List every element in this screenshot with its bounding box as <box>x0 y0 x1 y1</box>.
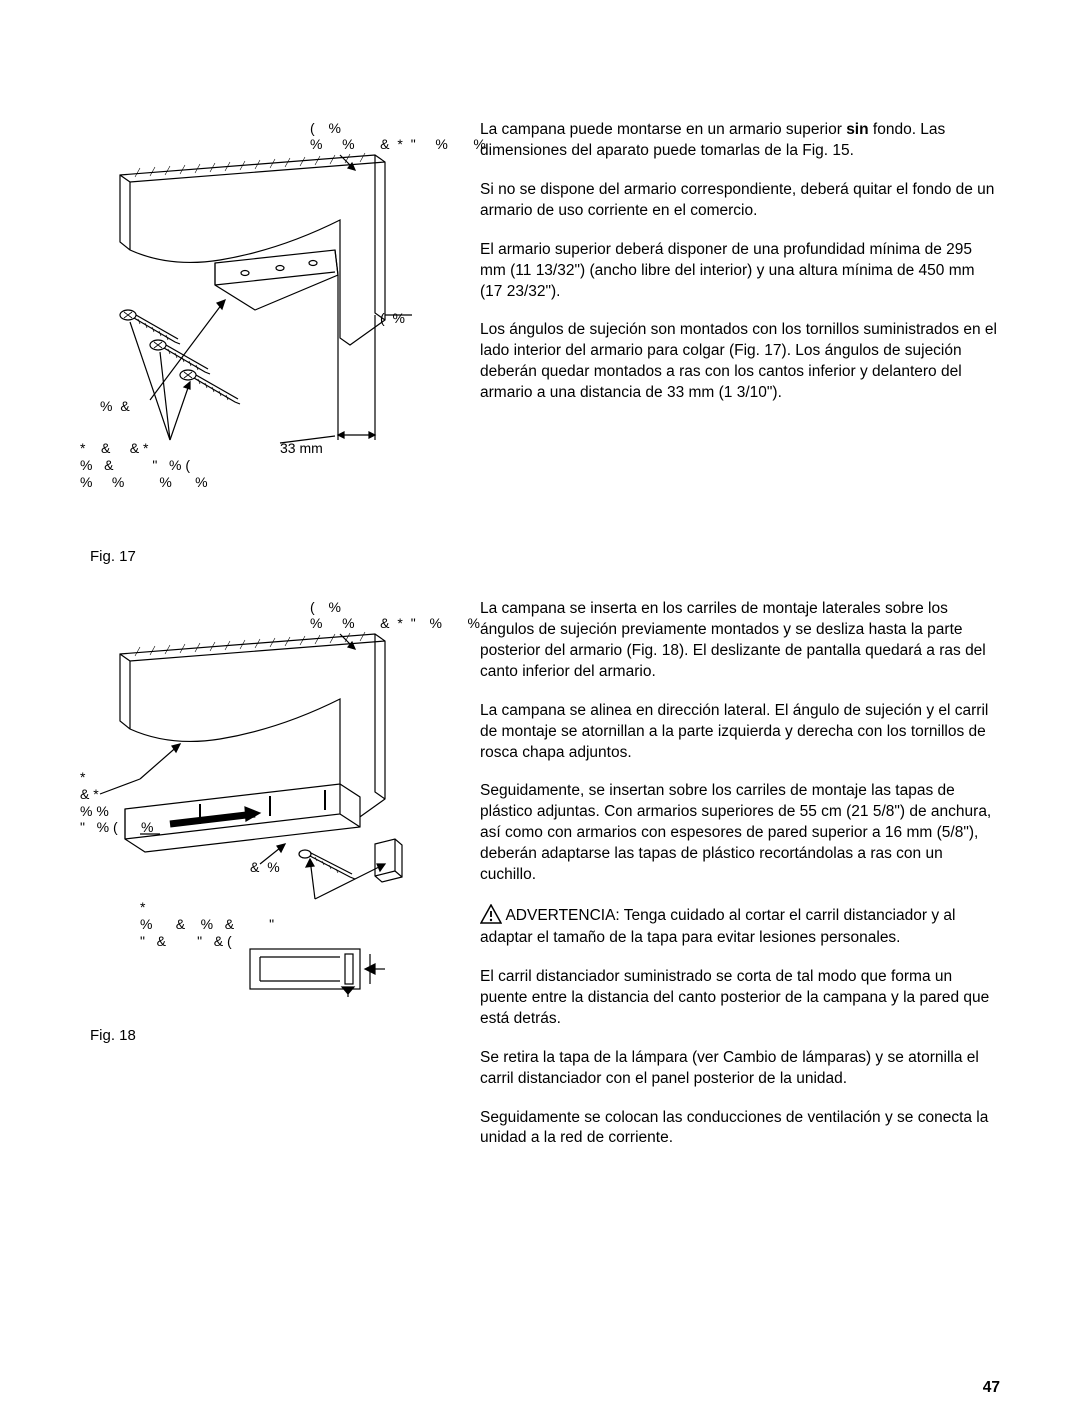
fig17-column: ( % % % & * " % % ( % % & * & & * % & " … <box>80 120 460 589</box>
fig17-annot-bottom: * & & * % & " % ( % % % % <box>80 440 208 490</box>
fig18-annot-top: ( % % % & * " % % <box>310 599 482 631</box>
fig17-annot-left: % & <box>100 398 132 414</box>
text-block-2: La campana se inserta en los carriles de… <box>480 599 1000 1167</box>
fig17-caption: Fig. 17 <box>90 548 460 565</box>
para-11: Seguidamente se colocan las conducciones… <box>480 1108 1000 1150</box>
fig18-annot-left: * & * % % " % ( % <box>80 769 153 836</box>
para-10: Se retira la tapa de la lámpara (ver Cam… <box>480 1048 1000 1090</box>
page: ( % % % & * " % % ( % % & * & & * % & " … <box>0 0 1080 1427</box>
para-1-bold: sin <box>846 121 868 138</box>
fig18-column: ( % % % & * " % % * & * % % " % ( % & % … <box>80 599 460 1167</box>
section-fig17: ( % % % & * " % % ( % % & * & & * % & " … <box>80 120 1000 589</box>
fig17-annot-right: ( % <box>380 310 407 326</box>
fig18-annot-lower: * % & % & " " & " & ( <box>140 899 274 949</box>
para-5: La campana se inserta en los carriles de… <box>480 599 1000 683</box>
page-number: 47 <box>983 1379 1000 1397</box>
para-7: Seguidamente, se insertan sobre los carr… <box>480 781 1000 886</box>
para-3: El armario superior deberá disponer de u… <box>480 240 1000 303</box>
warning-icon <box>480 904 502 928</box>
fig18-annot-mid: & % <box>250 859 282 875</box>
para-8: ADVERTENCIA: Tenga cuidado al cortar el … <box>480 904 1000 949</box>
para-1: La campana puede montarse en un armario … <box>480 120 1000 162</box>
para-4: Los ángulos de sujeción son montados con… <box>480 320 1000 404</box>
section-fig18: ( % % % & * " % % * & * % % " % ( % & % … <box>80 599 1000 1167</box>
fig17-annot-top: ( % % % & * " % % <box>310 120 488 152</box>
para-2: Si no se dispone del armario correspondi… <box>480 180 1000 222</box>
fig17-dimension: 33 mm <box>280 440 323 457</box>
para-6: La campana se alinea en dirección latera… <box>480 701 1000 764</box>
para-1a: La campana puede montarse en un armario … <box>480 121 846 138</box>
fig18-caption: Fig. 18 <box>90 1027 460 1044</box>
text-block-1: La campana puede montarse en un armario … <box>480 120 1000 589</box>
para-9: El carril distanciador suministrado se c… <box>480 967 1000 1030</box>
para-8-text: ADVERTENCIA: Tenga cuidado al cortar el … <box>480 907 955 946</box>
